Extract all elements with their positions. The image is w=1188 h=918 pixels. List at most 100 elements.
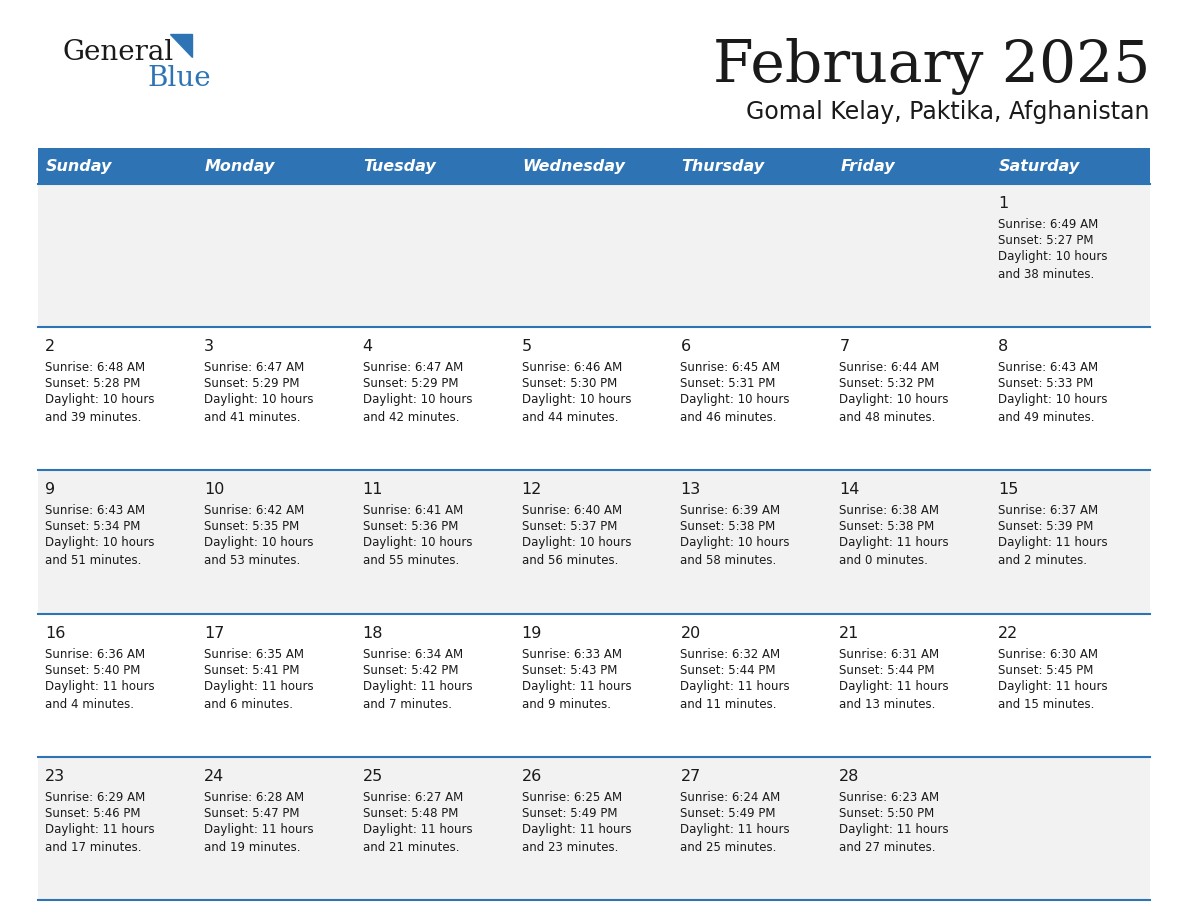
Text: Sunset: 5:27 PM: Sunset: 5:27 PM: [998, 234, 1094, 247]
Text: Sunset: 5:48 PM: Sunset: 5:48 PM: [362, 807, 459, 820]
Text: 23: 23: [45, 768, 65, 784]
Text: 9: 9: [45, 482, 55, 498]
Text: Sunrise: 6:33 AM: Sunrise: 6:33 AM: [522, 647, 621, 661]
Text: Sunset: 5:38 PM: Sunset: 5:38 PM: [681, 521, 776, 533]
Text: Daylight: 10 hours
and 44 minutes.: Daylight: 10 hours and 44 minutes.: [522, 393, 631, 424]
Text: Sunset: 5:40 PM: Sunset: 5:40 PM: [45, 664, 140, 677]
Text: Sunrise: 6:43 AM: Sunrise: 6:43 AM: [45, 504, 145, 518]
Text: Tuesday: Tuesday: [364, 159, 436, 174]
Text: Daylight: 10 hours
and 41 minutes.: Daylight: 10 hours and 41 minutes.: [204, 393, 314, 424]
Text: Sunset: 5:37 PM: Sunset: 5:37 PM: [522, 521, 617, 533]
Bar: [38, 327, 1150, 470]
Text: Sunrise: 6:32 AM: Sunrise: 6:32 AM: [681, 647, 781, 661]
Text: February 2025: February 2025: [713, 38, 1150, 95]
Text: Daylight: 11 hours
and 2 minutes.: Daylight: 11 hours and 2 minutes.: [998, 536, 1107, 567]
Text: 28: 28: [839, 768, 860, 784]
Text: Sunrise: 6:23 AM: Sunrise: 6:23 AM: [839, 790, 940, 804]
Text: Daylight: 11 hours
and 23 minutes.: Daylight: 11 hours and 23 minutes.: [522, 823, 631, 854]
Text: Sunrise: 6:36 AM: Sunrise: 6:36 AM: [45, 647, 145, 661]
Text: Sunset: 5:31 PM: Sunset: 5:31 PM: [681, 377, 776, 390]
Text: Daylight: 10 hours
and 42 minutes.: Daylight: 10 hours and 42 minutes.: [362, 393, 472, 424]
Text: Sunrise: 6:27 AM: Sunrise: 6:27 AM: [362, 790, 463, 804]
Text: Daylight: 11 hours
and 25 minutes.: Daylight: 11 hours and 25 minutes.: [681, 823, 790, 854]
Text: Sunrise: 6:45 AM: Sunrise: 6:45 AM: [681, 361, 781, 375]
Text: Sunday: Sunday: [46, 159, 113, 174]
Text: Sunset: 5:35 PM: Sunset: 5:35 PM: [204, 521, 299, 533]
Text: 12: 12: [522, 482, 542, 498]
Text: Sunrise: 6:43 AM: Sunrise: 6:43 AM: [998, 361, 1098, 375]
Text: Sunset: 5:30 PM: Sunset: 5:30 PM: [522, 377, 617, 390]
Text: Sunset: 5:42 PM: Sunset: 5:42 PM: [362, 664, 459, 677]
Text: Sunset: 5:32 PM: Sunset: 5:32 PM: [839, 377, 935, 390]
Text: Wednesday: Wednesday: [523, 159, 625, 174]
Text: Sunset: 5:38 PM: Sunset: 5:38 PM: [839, 521, 935, 533]
Text: Daylight: 10 hours
and 56 minutes.: Daylight: 10 hours and 56 minutes.: [522, 536, 631, 567]
Text: Sunset: 5:44 PM: Sunset: 5:44 PM: [681, 664, 776, 677]
Text: Daylight: 11 hours
and 19 minutes.: Daylight: 11 hours and 19 minutes.: [204, 823, 314, 854]
Text: Daylight: 10 hours
and 49 minutes.: Daylight: 10 hours and 49 minutes.: [998, 393, 1107, 424]
Text: Sunrise: 6:24 AM: Sunrise: 6:24 AM: [681, 790, 781, 804]
Text: Sunrise: 6:34 AM: Sunrise: 6:34 AM: [362, 647, 463, 661]
Text: Sunrise: 6:39 AM: Sunrise: 6:39 AM: [681, 504, 781, 518]
Text: 27: 27: [681, 768, 701, 784]
Polygon shape: [170, 34, 192, 57]
Text: Daylight: 10 hours
and 58 minutes.: Daylight: 10 hours and 58 minutes.: [681, 536, 790, 567]
Text: Sunrise: 6:44 AM: Sunrise: 6:44 AM: [839, 361, 940, 375]
Text: 15: 15: [998, 482, 1018, 498]
Text: Daylight: 10 hours
and 39 minutes.: Daylight: 10 hours and 39 minutes.: [45, 393, 154, 424]
Text: Sunrise: 6:28 AM: Sunrise: 6:28 AM: [204, 790, 304, 804]
Text: Sunset: 5:33 PM: Sunset: 5:33 PM: [998, 377, 1093, 390]
Text: Daylight: 10 hours
and 48 minutes.: Daylight: 10 hours and 48 minutes.: [839, 393, 949, 424]
Text: General: General: [62, 39, 173, 65]
Text: 24: 24: [204, 768, 225, 784]
Text: Saturday: Saturday: [999, 159, 1080, 174]
Text: Sunrise: 6:35 AM: Sunrise: 6:35 AM: [204, 647, 304, 661]
Text: Sunrise: 6:40 AM: Sunrise: 6:40 AM: [522, 504, 621, 518]
Text: 19: 19: [522, 625, 542, 641]
Text: Sunset: 5:29 PM: Sunset: 5:29 PM: [362, 377, 459, 390]
Text: 11: 11: [362, 482, 384, 498]
Text: Daylight: 11 hours
and 13 minutes.: Daylight: 11 hours and 13 minutes.: [839, 679, 949, 711]
Text: Sunset: 5:44 PM: Sunset: 5:44 PM: [839, 664, 935, 677]
Text: Monday: Monday: [204, 159, 276, 174]
Text: 20: 20: [681, 625, 701, 641]
Text: 21: 21: [839, 625, 860, 641]
Text: Daylight: 11 hours
and 11 minutes.: Daylight: 11 hours and 11 minutes.: [681, 679, 790, 711]
Text: Daylight: 11 hours
and 17 minutes.: Daylight: 11 hours and 17 minutes.: [45, 823, 154, 854]
Text: Thursday: Thursday: [682, 159, 765, 174]
Text: Sunset: 5:41 PM: Sunset: 5:41 PM: [204, 664, 299, 677]
Text: Sunrise: 6:38 AM: Sunrise: 6:38 AM: [839, 504, 940, 518]
Text: Sunset: 5:29 PM: Sunset: 5:29 PM: [204, 377, 299, 390]
Text: 7: 7: [839, 339, 849, 354]
Bar: [38, 184, 1150, 327]
Text: 5: 5: [522, 339, 532, 354]
Bar: [38, 613, 1150, 756]
Text: Daylight: 10 hours
and 53 minutes.: Daylight: 10 hours and 53 minutes.: [204, 536, 314, 567]
Text: 3: 3: [204, 339, 214, 354]
Text: 26: 26: [522, 768, 542, 784]
Text: 25: 25: [362, 768, 383, 784]
Text: Daylight: 11 hours
and 6 minutes.: Daylight: 11 hours and 6 minutes.: [204, 679, 314, 711]
Text: Daylight: 11 hours
and 15 minutes.: Daylight: 11 hours and 15 minutes.: [998, 679, 1107, 711]
Text: Sunrise: 6:42 AM: Sunrise: 6:42 AM: [204, 504, 304, 518]
Text: Daylight: 11 hours
and 4 minutes.: Daylight: 11 hours and 4 minutes.: [45, 679, 154, 711]
Text: Sunset: 5:43 PM: Sunset: 5:43 PM: [522, 664, 617, 677]
Text: 2: 2: [45, 339, 55, 354]
Text: Sunset: 5:50 PM: Sunset: 5:50 PM: [839, 807, 935, 820]
Text: 16: 16: [45, 625, 65, 641]
Text: Daylight: 10 hours
and 55 minutes.: Daylight: 10 hours and 55 minutes.: [362, 536, 472, 567]
Text: Daylight: 10 hours
and 46 minutes.: Daylight: 10 hours and 46 minutes.: [681, 393, 790, 424]
Text: Sunset: 5:39 PM: Sunset: 5:39 PM: [998, 521, 1093, 533]
Text: 18: 18: [362, 625, 384, 641]
Text: Sunrise: 6:47 AM: Sunrise: 6:47 AM: [362, 361, 463, 375]
Text: Daylight: 10 hours
and 51 minutes.: Daylight: 10 hours and 51 minutes.: [45, 536, 154, 567]
Text: 4: 4: [362, 339, 373, 354]
Text: Sunrise: 6:37 AM: Sunrise: 6:37 AM: [998, 504, 1098, 518]
Text: 14: 14: [839, 482, 860, 498]
Bar: [38, 470, 1150, 613]
Text: Daylight: 11 hours
and 0 minutes.: Daylight: 11 hours and 0 minutes.: [839, 536, 949, 567]
Text: 1: 1: [998, 196, 1009, 211]
Text: Sunset: 5:49 PM: Sunset: 5:49 PM: [681, 807, 776, 820]
Text: Sunset: 5:34 PM: Sunset: 5:34 PM: [45, 521, 140, 533]
Text: Gomal Kelay, Paktika, Afghanistan: Gomal Kelay, Paktika, Afghanistan: [746, 100, 1150, 124]
